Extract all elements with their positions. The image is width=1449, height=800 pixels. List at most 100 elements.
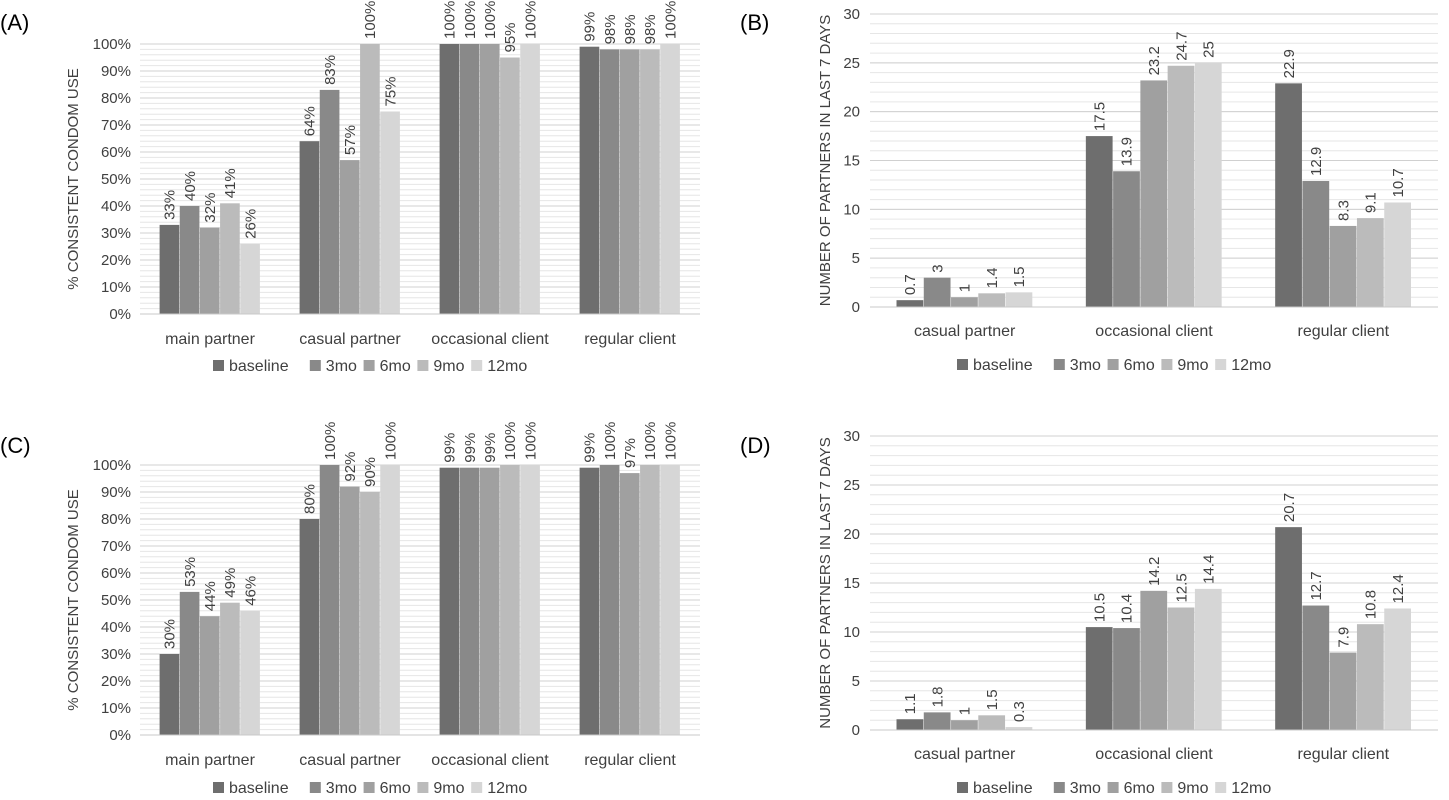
legend-swatch-6mo <box>363 360 375 371</box>
data-label: 1.8 <box>929 687 946 708</box>
legend-swatch-12mo <box>1215 782 1227 793</box>
bar-baseline <box>439 44 460 314</box>
bar-12mo <box>1005 727 1033 730</box>
legend-label: 12mo <box>1231 357 1271 374</box>
y-tick-label: 90% <box>101 484 131 501</box>
y-tick-label: 5 <box>852 673 860 690</box>
bar-3mo <box>923 712 951 730</box>
bar-9mo <box>978 715 1006 730</box>
data-label: 0.7 <box>902 274 919 295</box>
bar-baseline <box>439 467 460 735</box>
bar-12mo <box>380 465 400 735</box>
legend-swatch-baseline <box>213 782 224 793</box>
y-tick-label: 60% <box>101 565 131 582</box>
legend-label: baseline <box>229 358 289 375</box>
legend-swatch-6mo <box>363 782 375 793</box>
legend-label: 12mo <box>487 358 527 375</box>
legend-swatch-baseline <box>957 782 968 793</box>
data-label: 98% <box>642 14 659 44</box>
y-tick-label: 30% <box>101 225 131 242</box>
y-tick-label: 50% <box>101 592 131 609</box>
data-label: 100% <box>602 422 619 460</box>
legend-swatch-baseline <box>213 360 224 371</box>
bar-6mo <box>199 616 220 735</box>
data-label: 10.8 <box>1363 590 1380 619</box>
legend-swatch-9mo <box>417 782 429 793</box>
category-label: regular client <box>584 752 676 769</box>
bar-3mo <box>599 49 620 315</box>
y-tick-label: 100% <box>93 457 131 474</box>
bar-12mo <box>240 610 260 735</box>
bar-12mo <box>380 111 400 314</box>
category-label: occasional client <box>1095 746 1213 763</box>
legend-label: 9mo <box>433 358 464 375</box>
data-label: 1.5 <box>1011 266 1028 287</box>
data-label: 100% <box>482 1 499 39</box>
legend-label: 6mo <box>1124 780 1155 797</box>
bar-12mo <box>520 44 540 314</box>
bar-3mo <box>319 465 340 735</box>
bar-9mo <box>640 465 660 735</box>
category-label: casual partner <box>914 746 1016 763</box>
data-label: 10.7 <box>1390 168 1407 197</box>
data-label: 99% <box>582 12 599 42</box>
legend-swatch-6mo <box>1107 359 1119 370</box>
data-label: 98% <box>602 14 619 44</box>
legend-label: 9mo <box>433 780 464 797</box>
bar-baseline <box>1085 136 1113 307</box>
legend-label: 3mo <box>326 780 357 797</box>
bar-9mo <box>500 57 520 314</box>
legend-label: 12mo <box>1231 780 1271 797</box>
bar-12mo <box>240 243 260 314</box>
bar-9mo <box>1167 607 1195 730</box>
data-label: 98% <box>622 14 639 44</box>
bar-baseline <box>299 519 320 735</box>
legend-label: 9mo <box>1177 780 1208 797</box>
bar-9mo <box>220 203 240 314</box>
bar-baseline <box>896 300 924 307</box>
y-tick-label: 50% <box>101 171 131 188</box>
y-axis-title: % CONSISTENT CONDOM USE <box>65 68 82 289</box>
category-label: casual partner <box>914 323 1016 340</box>
category-label: casual partner <box>299 331 401 348</box>
y-tick-label: 10% <box>101 279 131 296</box>
y-tick-label: 0 <box>852 299 860 316</box>
data-label: 100% <box>662 1 679 39</box>
data-label: 17.5 <box>1091 102 1108 131</box>
data-label: 44% <box>202 581 219 611</box>
legend-label: baseline <box>229 780 289 797</box>
bar-9mo <box>360 492 380 735</box>
y-tick-label: 60% <box>101 144 131 161</box>
data-label: 100% <box>662 422 679 460</box>
y-tick-label: 80% <box>101 511 131 528</box>
category-label: occasional client <box>1095 323 1213 340</box>
data-label: 99% <box>442 433 459 463</box>
category-label: regular client <box>1298 323 1390 340</box>
category-label: regular client <box>584 331 676 348</box>
legend-label: 6mo <box>1124 357 1155 374</box>
bar-3mo <box>1113 171 1140 307</box>
bar-3mo <box>179 206 200 314</box>
bar-baseline <box>1275 83 1302 308</box>
data-label: 100% <box>362 1 379 39</box>
panel-label: (C) <box>0 433 31 458</box>
data-label: 49% <box>222 568 239 598</box>
legend-label: 12mo <box>487 780 527 797</box>
bar-3mo <box>923 277 951 307</box>
legend-label: 3mo <box>1070 357 1101 374</box>
bar-12mo <box>1384 202 1411 307</box>
bar-6mo <box>1140 590 1168 730</box>
data-label: 97% <box>622 438 639 468</box>
data-label: 80% <box>302 484 319 514</box>
data-label: 26% <box>242 209 259 239</box>
bar-baseline <box>1085 627 1113 730</box>
data-label: 99% <box>582 433 599 463</box>
y-tick-label: 20 <box>843 526 860 543</box>
data-label: 100% <box>322 422 339 460</box>
y-tick-label: 0% <box>109 727 131 744</box>
data-label: 99% <box>482 433 499 463</box>
data-label: 100% <box>442 1 459 39</box>
data-label: 46% <box>242 576 259 606</box>
bar-12mo <box>1194 588 1222 730</box>
panel-label: (A) <box>0 10 29 35</box>
